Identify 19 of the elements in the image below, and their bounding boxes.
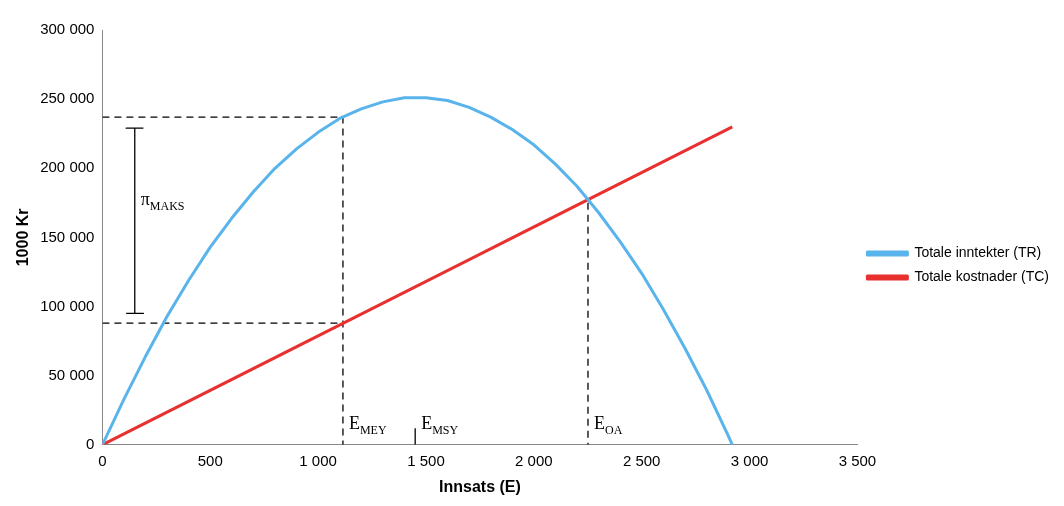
- y-tick-label: 150 000: [40, 227, 95, 245]
- y-tick-label: 200 000: [40, 158, 95, 176]
- x-tick-label: 1 000: [299, 451, 337, 469]
- x-tick-label: 3 000: [730, 451, 769, 469]
- legend-label: Totale inntekter (TR): [914, 244, 1042, 261]
- y-tick-label: 0: [86, 434, 95, 452]
- x-tick-label: 500: [197, 451, 223, 469]
- y-tick-label: 300 000: [40, 20, 95, 38]
- y-tick-label: 250 000: [40, 89, 95, 107]
- x-tick-label: 2 000: [515, 451, 553, 469]
- legend-label: Totale kostnader (TC): [914, 268, 1049, 285]
- y-tick-label: 100 000: [40, 296, 95, 314]
- x-tick-label: 1 500: [407, 451, 445, 469]
- x-axis-title: Innsats (E): [439, 477, 521, 495]
- y-axis-title: 1000 Kr: [14, 208, 32, 267]
- x-tick-label: 2 500: [622, 451, 661, 469]
- x-tick-label: 3 500: [838, 451, 877, 469]
- y-tick-label: 50 000: [48, 365, 95, 383]
- x-tick-label: 0: [98, 451, 107, 469]
